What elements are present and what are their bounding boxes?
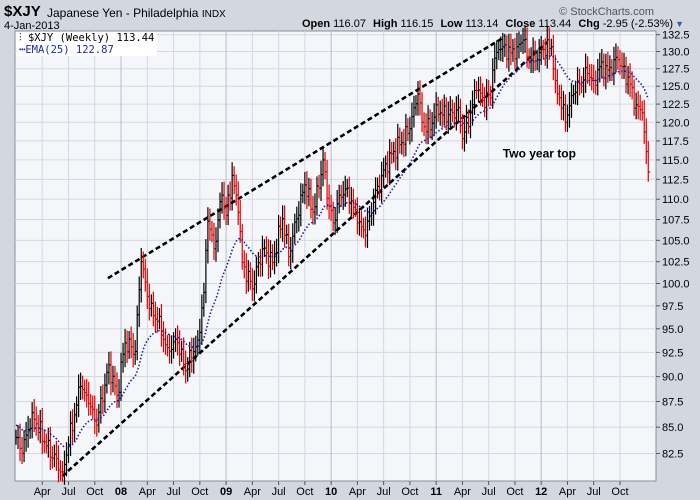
ohlc-summary: Open 116.07 High 116.15 Low 113.14 Close… (298, 18, 684, 30)
dotted-line-icon: ┅ (19, 44, 26, 56)
low-value: 113.14 (465, 18, 499, 30)
x-tick-label: Apr (349, 486, 366, 498)
upper-channel-line (107, 35, 506, 280)
high-label: High (373, 18, 398, 30)
x-tick-label: Oct (401, 486, 418, 498)
high-value: 116.15 (400, 18, 434, 30)
y-axis: 82.5 85.0 87.5 90.0 92.5 95.0 97.5 100.0 102.5 10… (656, 30, 690, 461)
x-axis: Apr Jul Oct 08 Apr Jul Oct 09 Apr Jul Oct 10 Apr Jul O… (34, 481, 629, 498)
x-tick-label: Apr (34, 486, 51, 498)
y-tick-label: 122.5 (662, 99, 690, 111)
y-tick-label: 92.5 (662, 347, 683, 359)
y-tick-label: 90.0 (662, 372, 683, 384)
y-tick-label: 117.5 (662, 136, 689, 148)
low-label: Low (440, 18, 463, 30)
x-tick-label: Jul (272, 486, 286, 498)
x-tick-label: 12 (535, 486, 547, 498)
symbol-title: $XJY (4, 3, 41, 20)
open-value: 116.07 (333, 18, 366, 30)
x-tick-label: Jul (61, 486, 75, 498)
chg-value: -2.95 (-2.53%) (602, 18, 674, 30)
y-tick-label: 85.0 (662, 422, 683, 434)
x-tick-label: 09 (220, 486, 232, 498)
ohlc-bar (647, 141, 651, 182)
plot-area (14, 30, 657, 482)
close-value: 113.44 (538, 18, 572, 30)
instrument-name-text: Japanese Yen - Philadelphia (47, 6, 199, 20)
y-tick-label: 102.5 (662, 257, 690, 269)
legend-ema: ┅EMA(25) 122.87 (19, 44, 154, 56)
price-bars (15, 25, 651, 485)
y-tick-label: 115.0 (662, 155, 689, 167)
open-label: Open (301, 18, 331, 30)
y-tick-label: 112.5 (662, 174, 689, 186)
legend-series: ⫶ $XJY (Weekly) 113.44 (19, 32, 154, 44)
x-tick-label: 11 (430, 486, 442, 498)
ema-line (15, 54, 650, 449)
legend: ⫶ $XJY (Weekly) 113.44 ┅EMA(25) 122.87 (16, 32, 158, 56)
x-tick-label: Apr (454, 486, 471, 498)
chart-date: 4-Jan-2013 (4, 20, 60, 32)
x-tick-label: 08 (115, 486, 127, 498)
y-tick-label: 87.5 (662, 397, 683, 409)
y-tick-label: 97.5 (662, 301, 683, 313)
legend-ema-label: EMA(25) 122.87 (25, 44, 114, 56)
x-tick-label: Jul (377, 486, 391, 498)
x-tick-label: Apr (244, 486, 261, 498)
y-tick-label: 130.0 (662, 47, 690, 59)
y-tick-label: 100.0 (662, 278, 690, 290)
y-tick-label: 105.0 (662, 235, 690, 247)
y-tick-label: 120.0 (662, 117, 690, 129)
x-tick-label: Oct (296, 486, 313, 498)
close-label: Close (505, 18, 536, 30)
y-tick-label: 127.5 (662, 64, 690, 76)
x-tick-label: Oct (506, 486, 523, 498)
dropdown-triangle-icon[interactable]: ▼ (675, 19, 684, 29)
copyright: © StockCharts.com (559, 6, 654, 18)
x-tick-label: Jul (167, 486, 181, 498)
instrument-name: Japanese Yen - Philadelphia INDX (47, 6, 226, 20)
trendlines (61, 35, 549, 478)
x-tick-label: Jul (587, 486, 601, 498)
y-tick-label: 95.0 (662, 324, 683, 336)
bar-icon: ⫶ (19, 32, 22, 44)
lower-channel-line (61, 41, 549, 478)
x-tick-label: Oct (611, 486, 628, 498)
x-tick-label: 10 (325, 486, 337, 498)
x-tick-label: Oct (86, 486, 103, 498)
y-tick-label: 82.5 (662, 449, 683, 461)
x-tick-label: Apr (559, 486, 576, 498)
x-tick-label: Apr (139, 486, 156, 498)
y-tick-label: 110.0 (662, 194, 689, 206)
legend-series-label: $XJY (Weekly) 113.44 (27, 32, 155, 44)
exchange-label: INDX (201, 9, 226, 20)
chg-label: Chg (578, 18, 600, 30)
annotation-two-year-top: Two year top (503, 147, 576, 161)
x-tick-label: Jul (482, 486, 496, 498)
y-tick-label: 125.0 (662, 81, 690, 93)
y-tick-label: 132.5 (662, 30, 690, 42)
x-tick-label: Oct (191, 486, 208, 498)
y-tick-label: 107.5 (662, 215, 690, 227)
